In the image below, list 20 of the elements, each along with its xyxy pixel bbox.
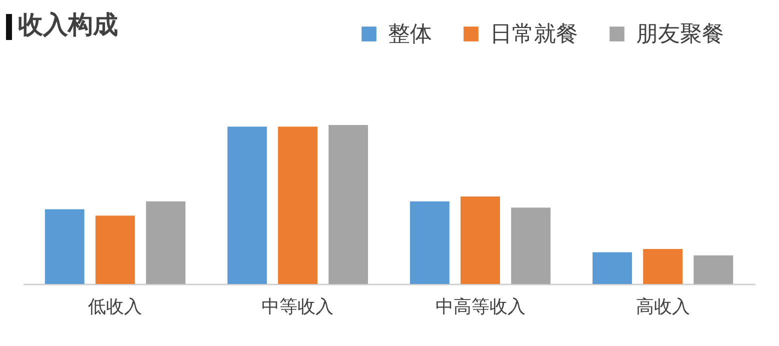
x-tick-label: 低收入 xyxy=(88,296,142,318)
chart-title: 收入构成 xyxy=(18,9,118,41)
bar xyxy=(278,126,318,284)
bar xyxy=(328,125,368,284)
bar xyxy=(95,216,135,284)
legend-label: 朋友聚餐 xyxy=(636,22,724,47)
bar xyxy=(511,208,551,284)
x-tick-label: 中等收入 xyxy=(262,296,334,318)
bar xyxy=(410,201,450,284)
x-tick-label: 中高等收入 xyxy=(435,296,526,318)
bar xyxy=(643,249,683,284)
legend-label: 整体 xyxy=(388,22,432,47)
bar xyxy=(146,201,186,284)
legend-label: 日常就餐 xyxy=(490,22,578,47)
x-tick-label: 高收入 xyxy=(636,296,690,318)
bar xyxy=(227,126,267,284)
bar xyxy=(592,252,632,284)
bar xyxy=(460,196,500,284)
bar xyxy=(44,209,84,284)
bar xyxy=(694,255,734,284)
